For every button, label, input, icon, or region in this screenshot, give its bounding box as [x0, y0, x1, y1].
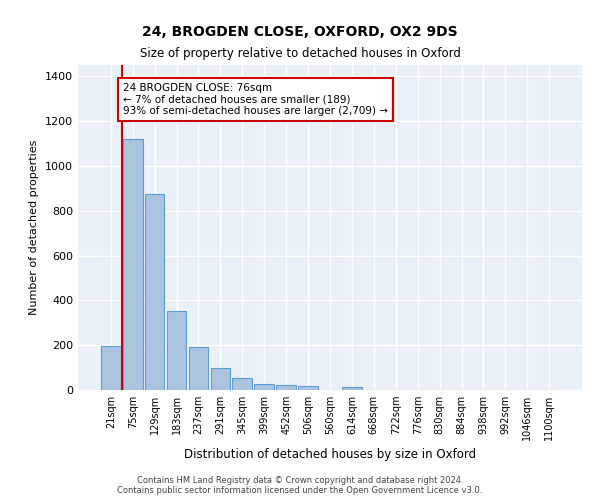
Text: Contains HM Land Registry data © Crown copyright and database right 2024.
Contai: Contains HM Land Registry data © Crown c…	[118, 476, 482, 495]
Bar	[167, 311, 187, 390]
Bar	[188, 347, 208, 390]
Bar	[232, 378, 252, 390]
Bar	[298, 386, 318, 390]
Bar	[145, 194, 164, 390]
Bar	[101, 346, 121, 390]
Y-axis label: Number of detached properties: Number of detached properties	[29, 140, 40, 315]
X-axis label: Distribution of detached houses by size in Oxford: Distribution of detached houses by size …	[184, 448, 476, 462]
Bar	[342, 387, 362, 390]
Text: 24 BROGDEN CLOSE: 76sqm
← 7% of detached houses are smaller (189)
93% of semi-de: 24 BROGDEN CLOSE: 76sqm ← 7% of detached…	[123, 83, 388, 116]
Text: Size of property relative to detached houses in Oxford: Size of property relative to detached ho…	[140, 48, 460, 60]
Bar	[276, 385, 296, 390]
Bar	[254, 384, 274, 390]
Text: 24, BROGDEN CLOSE, OXFORD, OX2 9DS: 24, BROGDEN CLOSE, OXFORD, OX2 9DS	[142, 25, 458, 39]
Bar	[211, 368, 230, 390]
Bar	[123, 139, 143, 390]
